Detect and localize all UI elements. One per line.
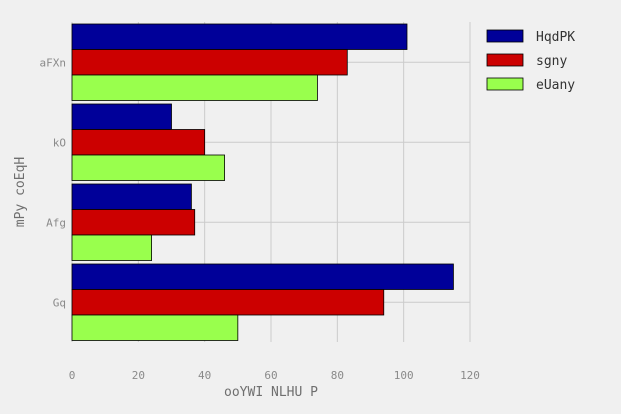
y-tick-label: aFXn	[40, 56, 67, 69]
x-tick-label: 0	[69, 369, 76, 382]
bar-eUany-kO	[71, 154, 225, 181]
bar-eUany-aFXn	[71, 74, 318, 101]
bar-HqdPK-kO	[71, 103, 172, 130]
bar-sgny-aFXn	[71, 49, 348, 76]
x-tick-label: 80	[331, 369, 344, 382]
bar-sgny-kO	[71, 129, 206, 156]
x-tick-label: 60	[264, 369, 277, 382]
x-tick-label: 40	[198, 369, 211, 382]
y-tick-labels: aFXn kO Afg Gq	[40, 56, 67, 309]
x-tick-label: 100	[394, 369, 414, 382]
bar-eUany-Afg	[71, 234, 152, 261]
y-tick-label: kO	[53, 136, 66, 149]
x-tick-label: 20	[132, 369, 145, 382]
bar-sgny-Afg	[71, 209, 196, 236]
x-axis-title: ooYWI NLHU P	[224, 385, 318, 400]
bars	[71, 23, 454, 341]
x-tick-label: 120	[460, 369, 480, 382]
bar-HqdPK-aFXn	[71, 23, 408, 50]
legend-swatch-HqdPK	[486, 29, 524, 43]
bar-HqdPK-Afg	[71, 183, 192, 210]
legend: HqdPK sgny eUany	[486, 29, 575, 93]
legend-label: sgny	[536, 54, 567, 69]
y-tick-label: Gq	[53, 296, 66, 309]
legend-label: eUany	[536, 78, 575, 93]
legend-label: HqdPK	[536, 30, 575, 45]
bar-sgny-Gq	[71, 289, 385, 316]
bar-eUany-Gq	[71, 314, 239, 341]
legend-swatch-sgny	[486, 53, 524, 67]
y-axis-title: mPy coEqH	[13, 157, 28, 227]
x-tick-labels: 0 20 40 60 80 100 120	[69, 369, 480, 382]
legend-swatch-eUany	[486, 77, 524, 91]
y-tick-label: Afg	[46, 216, 66, 229]
bar-HqdPK-Gq	[71, 263, 454, 290]
